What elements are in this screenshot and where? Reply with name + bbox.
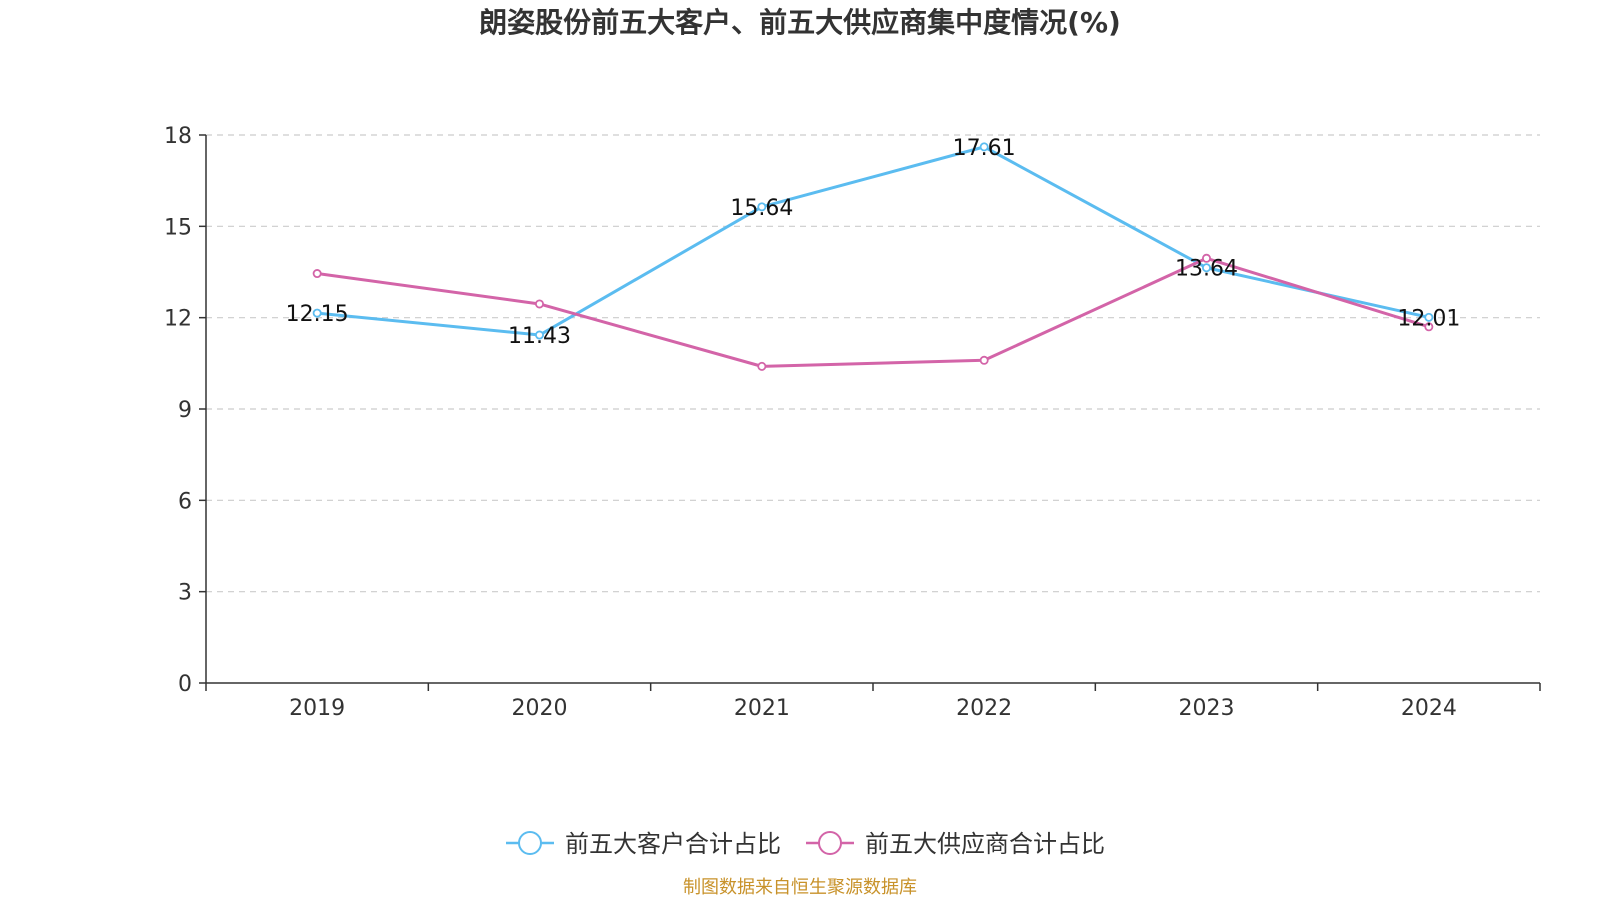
- x-tick-label-2019: 2019: [289, 696, 345, 721]
- axis-layer: 0 3 6 9 12 15 18 2019 2020 2021 2022 2023 2024: [164, 124, 1541, 721]
- series-0-point-2022: [979, 142, 989, 152]
- series-0-point-2023: [1202, 263, 1212, 273]
- series-line-1: [316, 256, 1430, 368]
- series-1-point-2024: [1424, 322, 1434, 332]
- legend-label: 前五大供应商合计占比: [865, 830, 1105, 858]
- legend[interactable]: 前五大客户合计占比 前五大供应商合计占比: [506, 830, 1105, 858]
- x-tick-label-2020: 2020: [512, 696, 568, 721]
- data-label-2023: 13.64: [1175, 257, 1238, 282]
- y-tick-label: 6: [178, 489, 192, 514]
- y-tick-label: 0: [178, 672, 192, 697]
- data-label-2024: 12.01: [1397, 306, 1460, 331]
- y-tick-label: 3: [178, 581, 192, 606]
- y-tick-label: 18: [164, 124, 192, 149]
- y-tick-label: 9: [178, 398, 192, 423]
- series-1-point-2020: [535, 299, 545, 309]
- legend-item-1[interactable]: 前五大供应商合计占比: [806, 830, 1105, 858]
- data-label-layer: 12.15 11.43 15.64 17.61 13.64 12.01: [286, 136, 1461, 349]
- data-label-2021: 15.64: [730, 196, 793, 221]
- x-tick-label-2024: 2024: [1401, 696, 1457, 721]
- x-tick-label-2022: 2022: [956, 696, 1012, 721]
- series-0-point-2019: [312, 308, 322, 318]
- data-label-2020: 11.43: [508, 324, 571, 349]
- series-1-point-2021: [757, 361, 767, 371]
- x-tick-label-2023: 2023: [1179, 696, 1235, 721]
- series-0-point-2020: [535, 330, 545, 340]
- x-tick-label-2021: 2021: [734, 696, 790, 721]
- series-1-point-2019: [312, 269, 322, 279]
- series-layer: [312, 142, 1434, 371]
- series-1-point-2022: [979, 355, 989, 365]
- series-0-point-2024: [1424, 312, 1434, 322]
- data-label-2019: 12.15: [286, 302, 349, 327]
- y-tick-label: 12: [164, 307, 192, 332]
- series-1-point-2023: [1202, 253, 1212, 263]
- legend-marker: [818, 831, 842, 855]
- series-line-0: [317, 145, 1430, 337]
- legend-label: 前五大客户合计占比: [565, 830, 781, 858]
- chart-title: 朗姿股份前五大客户、前五大供应商集中度情况(%): [479, 6, 1121, 39]
- data-label-2022: 17.61: [953, 136, 1016, 161]
- y-tick-label: 15: [164, 215, 192, 240]
- series-0-point-2021: [757, 202, 767, 212]
- legend-marker: [518, 831, 542, 855]
- legend-item-0[interactable]: 前五大客户合计占比: [506, 830, 781, 858]
- grid-layer: [206, 134, 1540, 593]
- data-source-note: 制图数据来自恒生聚源数据库: [683, 877, 917, 898]
